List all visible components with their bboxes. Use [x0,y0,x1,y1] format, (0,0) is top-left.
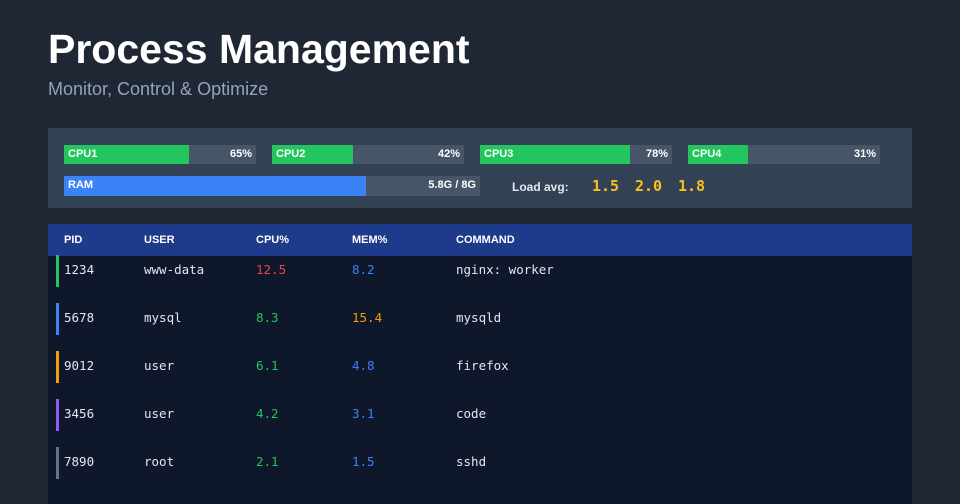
table-cell: 4.8 [352,358,375,373]
table-cell: 9012 [64,358,95,373]
cpu-meter-fill [272,145,353,164]
table-cell: sshd [456,454,487,469]
table-cell: 2.1 [256,454,279,469]
column-header: COMMAND [456,234,515,246]
table-cell: 15.4 [352,310,383,325]
row-accent [56,303,59,335]
table-cell: user [144,406,175,421]
process-table: PID USER CPU% MEM% COMMAND 1234 www-data 12.5 8… [48,224,912,504]
table-cell: user [144,358,175,373]
table-cell: 3456 [64,406,95,421]
cpu-meter: CPU2 42% [272,145,464,164]
table-cell: 3.1 [352,406,375,421]
table-cell: 7890 [64,454,95,469]
table-cell: 1.5 [352,454,375,469]
table-cell: root [144,454,175,469]
ram-meter: RAM 5.8G / 8G [64,176,480,196]
cpu-meter-fill [688,145,748,164]
table-cell: firefox [456,358,509,373]
table-cell: code [456,406,487,421]
cpu-meter: CPU1 65% [64,145,256,164]
table-cell: 8.2 [352,262,375,277]
table-cell: 4.2 [256,406,279,421]
column-header: MEM% [352,234,388,246]
table-cell: 6.1 [256,358,279,373]
row-accent [56,255,59,287]
ram-meter-fill [64,176,366,196]
column-header: CPU% [256,234,290,246]
cpu-meter-fill [64,145,189,164]
table-cell: 12.5 [256,262,287,277]
page-subtitle: Monitor, Control & Optimize [48,79,269,99]
table-cell: mysqld [456,310,502,325]
table-cell: nginx: worker [456,262,554,277]
table-cell: www-data [144,262,205,277]
column-header: PID [64,234,83,246]
cpu-meter-fill [480,145,630,164]
cpu-label: CPU1 [68,148,98,160]
table-cell: 5678 [64,310,95,325]
load-label: Load avg: [512,180,569,194]
table-header: PID USER CPU% MEM% COMMAND [48,224,912,256]
table-cell: 1234 [64,262,95,277]
cpu-value: 78% [645,148,668,160]
cpu-value: 31% [853,148,876,160]
cpu-value: 42% [437,148,460,160]
table-cell: 8.3 [256,310,279,325]
cpu-value: 65% [229,148,252,160]
load-value: 2.0 [635,177,663,195]
table-cell: mysql [144,310,182,325]
load-value: 1.8 [678,177,706,195]
ram-label: RAM [68,179,94,191]
row-accent [56,399,59,431]
load-value: 1.5 [592,177,620,195]
stats-panel: CPU1 65% CPU2 42% CPU3 78% CPU4 31% RAM 5.8G / 8G… [48,128,912,208]
cpu-label: CPU4 [692,148,722,160]
row-accent [56,447,59,479]
page-title: Process Management [48,26,470,72]
cpu-meter: CPU4 31% [688,145,880,164]
cpu-label: CPU2 [276,148,306,160]
column-header: USER [144,234,175,246]
ram-value: 5.8G / 8G [428,179,476,191]
cpu-meter: CPU3 78% [480,145,672,164]
row-accent [56,351,59,383]
cpu-label: CPU3 [484,148,514,160]
